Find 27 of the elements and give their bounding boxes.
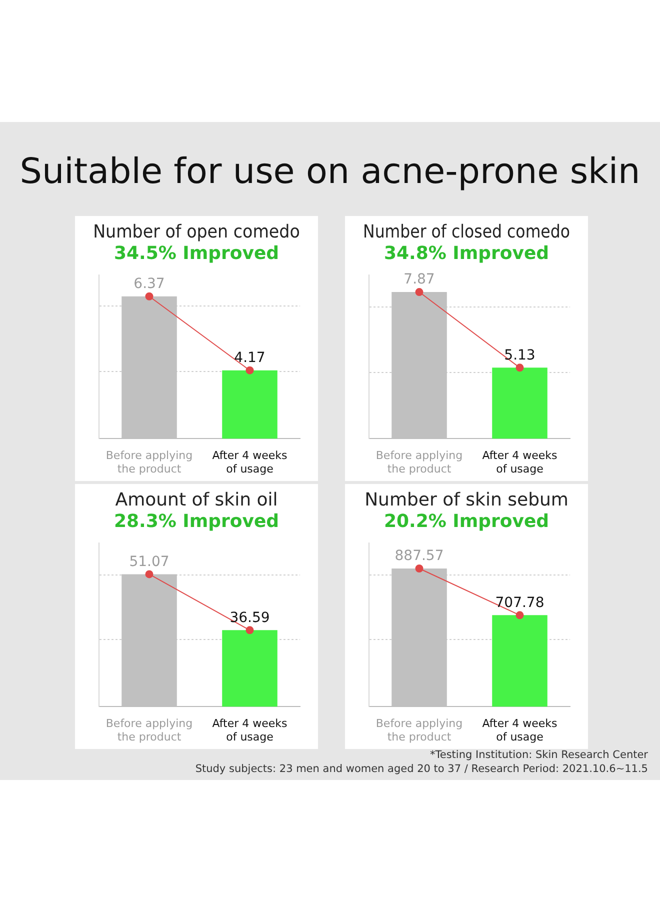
chart-subtitle: 28.3% Improved — [114, 511, 280, 532]
chart-title: Number of skin sebum — [364, 489, 568, 510]
text: *Testing Institution: Skin Research Center — [428, 748, 648, 762]
x-tick-label: After 4 weeks of usage — [482, 449, 558, 476]
x-tick-label: Before applying the product — [106, 449, 193, 476]
data-label: 887.57 — [394, 548, 444, 564]
data-label: 4.17 — [234, 350, 266, 366]
chart-title: Number of closed comedo — [363, 220, 570, 242]
text: Study subjects: 23 men and women aged 20 to 37 / Research Period: 2021.10.6~11.5 — [195, 762, 648, 776]
x-tick-label: Before applying the product — [106, 717, 193, 744]
x-tick-label: After 4 weeks of usage — [212, 717, 288, 744]
chart-title: Number of open comedo — [93, 222, 300, 243]
text: Suitable for use on acne-prone skin — [18, 152, 642, 192]
chart-subtitle: 20.2% Improved — [384, 511, 550, 532]
data-label: 7.87 — [404, 272, 435, 288]
x-tick-label: After 4 weeks of usage — [212, 449, 288, 476]
data-label: 707.78 — [495, 594, 544, 611]
chart-title: Amount of skin oil — [115, 489, 278, 510]
chart-subtitle: 34.5% Improved — [114, 243, 280, 264]
data-label: 36.59 — [230, 610, 270, 626]
x-tick-label: Before applying the product — [376, 717, 463, 744]
data-label: 51.07 — [129, 554, 170, 570]
x-tick-label: After 4 weeks of usage — [482, 717, 558, 744]
chart-subtitle: 34.8% Improved — [384, 243, 550, 264]
x-tick-label: Before applying the product — [376, 449, 463, 476]
data-label: 6.37 — [134, 276, 165, 292]
data-label: 5.13 — [504, 347, 536, 364]
